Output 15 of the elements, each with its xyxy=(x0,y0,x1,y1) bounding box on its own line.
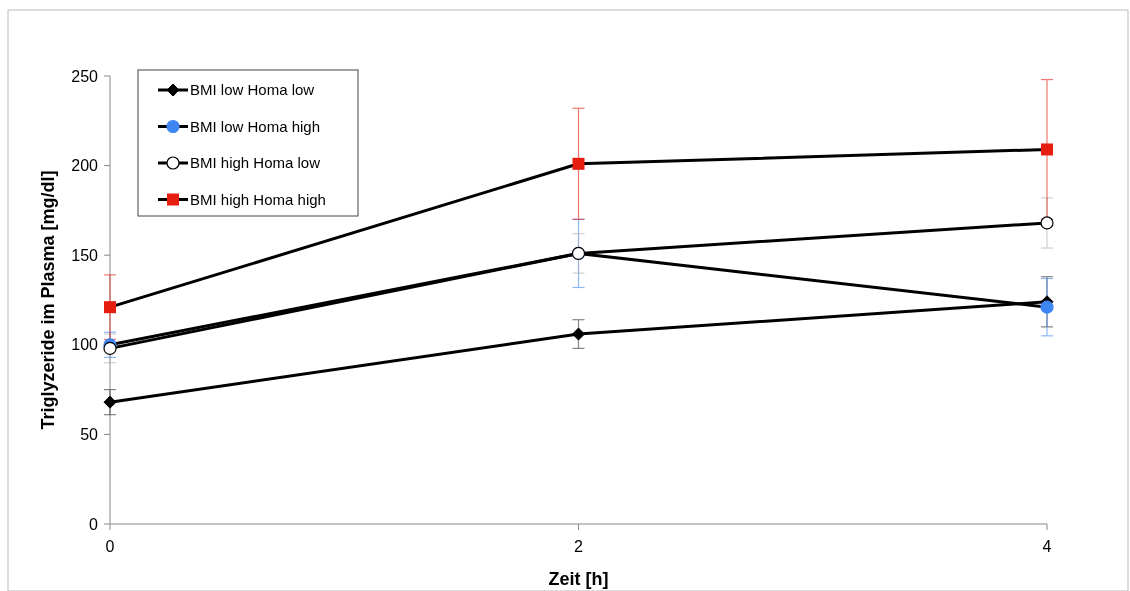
x-axis-title: Zeit [h] xyxy=(548,569,609,589)
legend-label: BMI low Homa high xyxy=(190,117,321,135)
y-tick-label: 250 xyxy=(71,67,99,85)
y-tick-label: 200 xyxy=(71,157,99,175)
y-tick-label: 100 xyxy=(71,336,99,354)
y-tick-label: 150 xyxy=(71,246,99,264)
y-axis-title: Triglyzeride im Plasma [mg/dl] xyxy=(38,170,58,430)
x-tick-label: 4 xyxy=(1042,538,1052,555)
x-tick-label: 0 xyxy=(105,538,115,555)
y-tick-label: 0 xyxy=(89,515,99,533)
legend-label: BMI high Homa high xyxy=(190,190,326,208)
y-tick-label: 50 xyxy=(80,426,99,443)
legend-label: BMI low Homa low xyxy=(190,81,315,99)
legend-label: BMI high Homa low xyxy=(190,154,321,172)
x-tick-label: 2 xyxy=(574,538,584,555)
